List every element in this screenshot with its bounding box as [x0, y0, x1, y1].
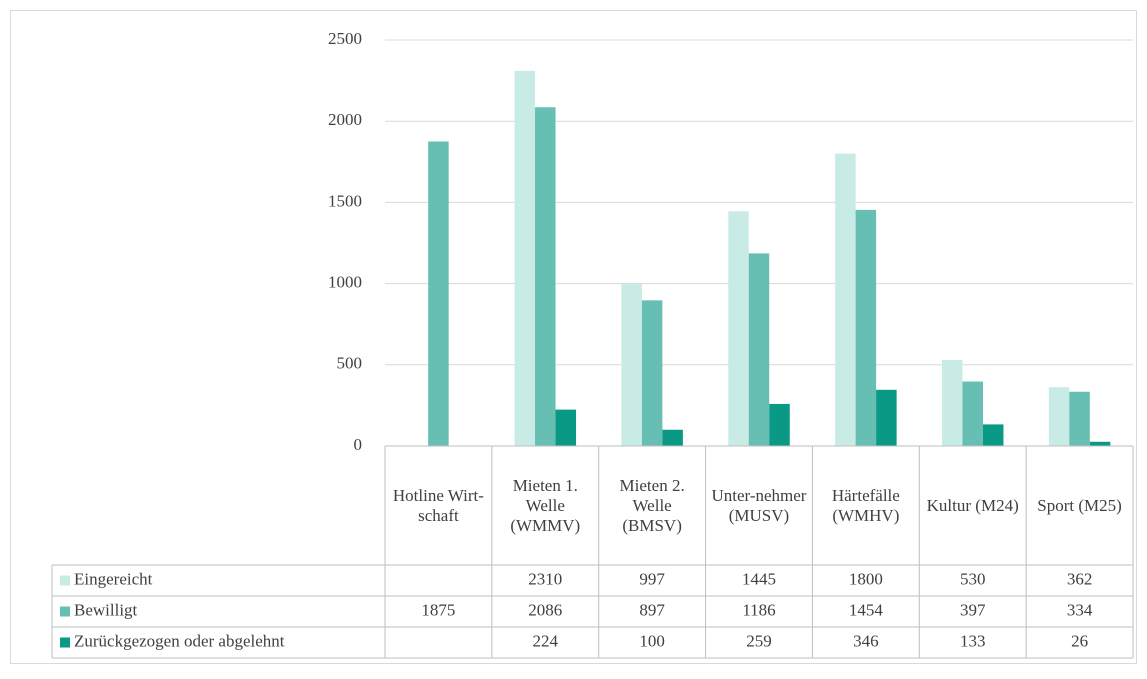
table-value: 334: [1067, 600, 1093, 619]
table-value: 1454: [849, 600, 884, 619]
x-tick-label: Sport (M25): [1037, 495, 1122, 515]
x-category: Hotline Wirt-schaft: [392, 485, 484, 525]
y-tick-label: 1000: [328, 273, 362, 292]
bar: [662, 429, 683, 446]
table-value: 133: [960, 631, 986, 650]
bar: [428, 141, 449, 446]
bar: [855, 209, 877, 446]
bar: [535, 107, 556, 447]
table-value: 224: [533, 631, 559, 650]
legend-label: Zurückgezogen oder abgelehnt: [74, 631, 285, 650]
bar: [555, 409, 577, 446]
table-value: 530: [960, 569, 986, 588]
bar: [769, 403, 790, 446]
x-category: Sport (M25): [1037, 495, 1122, 515]
bar: [641, 300, 663, 446]
x-category: Mieten 2. Welle (BMSV): [619, 475, 685, 535]
chart-frame: [10, 10, 1137, 664]
x-tick-label: Unter-nehmer (MUSV): [711, 485, 807, 525]
table-value: 397: [960, 600, 986, 619]
table-value: 2310: [528, 569, 562, 588]
bar: [1048, 387, 1070, 446]
table-value: 346: [853, 631, 879, 650]
bar: [748, 253, 770, 446]
x-tick-label: Mieten 1. Welle (WMMV): [510, 475, 581, 535]
x-tick-label: Härtefälle (WMHV): [831, 485, 900, 525]
x-category: Unter-nehmer (MUSV): [711, 485, 807, 525]
legend-swatch: [60, 575, 70, 586]
y-tick-label: 1500: [328, 191, 362, 210]
x-tick-label: Mieten 2. Welle (BMSV): [619, 475, 685, 535]
bar: [835, 153, 856, 446]
table-value: 259: [746, 631, 772, 650]
table-value: 1800: [849, 569, 883, 588]
bar: [941, 359, 963, 446]
x-tick-label: Kultur (M24): [926, 495, 1019, 515]
table-value: 26: [1071, 631, 1088, 650]
table-value: 1186: [742, 600, 775, 619]
x-category: Kultur (M24): [926, 495, 1019, 515]
legend-label: Bewilligt: [74, 600, 138, 619]
legend-swatch: [60, 637, 70, 648]
bar: [728, 211, 749, 446]
table-value: 362: [1067, 569, 1093, 588]
x-category: Mieten 1. Welle (WMMV): [510, 475, 581, 535]
bar: [1089, 441, 1111, 446]
table-value: 1445: [742, 569, 776, 588]
bar: [982, 424, 1004, 446]
table-value: 1875: [421, 600, 455, 619]
y-tick-label: 2000: [328, 110, 362, 129]
y-tick-label: 2500: [328, 29, 362, 48]
x-category: Härtefälle (WMHV): [831, 485, 900, 525]
table-value: 897: [639, 600, 665, 619]
bar: [962, 381, 983, 446]
y-tick-label: 0: [354, 435, 363, 454]
x-tick-label: Hotline Wirt-schaft: [392, 485, 484, 525]
legend-swatch: [60, 606, 70, 617]
bar: [514, 70, 536, 446]
table-value: 2086: [528, 600, 562, 619]
bar: [876, 389, 897, 446]
legend-label: Eingereicht: [74, 569, 153, 588]
table-value: 997: [639, 569, 665, 588]
bar: [1069, 391, 1090, 446]
table-value: 100: [639, 631, 665, 650]
y-tick-label: 500: [337, 354, 363, 373]
bar: [621, 284, 642, 446]
